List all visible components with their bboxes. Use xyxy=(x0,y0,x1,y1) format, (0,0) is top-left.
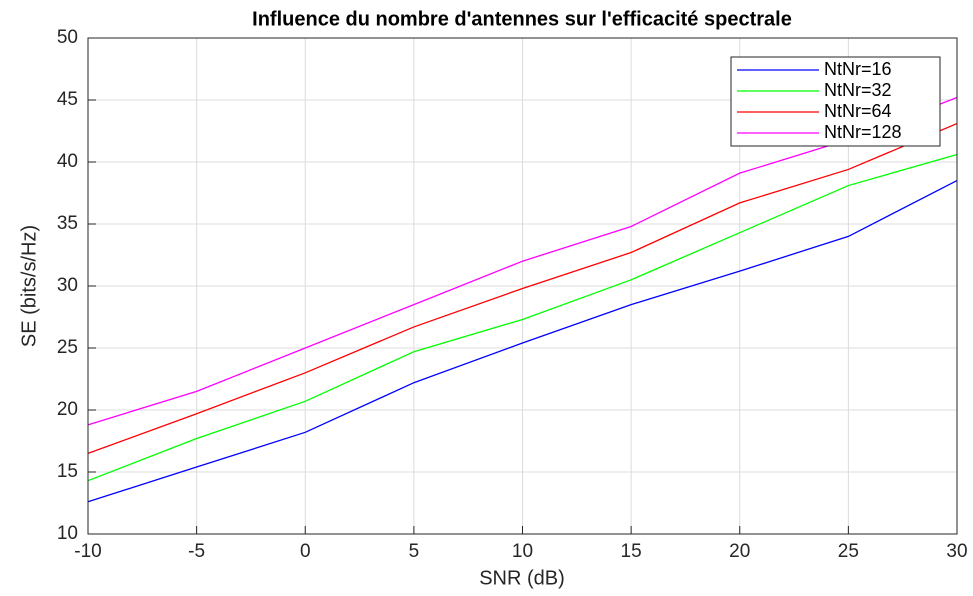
legend-label: NtNr=16 xyxy=(824,59,892,79)
x-tick-label: 25 xyxy=(838,541,859,562)
y-tick-label: 10 xyxy=(57,523,78,544)
y-tick-label: 15 xyxy=(57,461,78,482)
x-axis-label: SNR (dB) xyxy=(479,567,565,589)
y-tick-label: 50 xyxy=(57,27,78,48)
y-tick-label: 45 xyxy=(57,89,78,110)
y-axis-label: SE (bits/s/Hz) xyxy=(18,225,40,347)
series-line xyxy=(87,96,958,426)
chart-title: Influence du nombre d'antennes sur l'eff… xyxy=(252,8,792,30)
y-tick-label: 40 xyxy=(57,151,78,172)
y-tick-label: 30 xyxy=(57,275,78,296)
series-line xyxy=(87,122,958,455)
plot-border xyxy=(87,37,958,535)
y-tick-label: 25 xyxy=(57,337,78,358)
legend-box xyxy=(730,56,941,147)
series-line xyxy=(87,153,958,482)
y-tick-label: 20 xyxy=(57,399,78,420)
x-tick-label: -5 xyxy=(188,541,205,562)
x-tick-label: 15 xyxy=(621,541,642,562)
legend-label: NtNr=64 xyxy=(824,101,892,121)
x-tick-label: 10 xyxy=(512,541,533,562)
x-tick-label: 5 xyxy=(409,541,420,562)
x-tick-label: 30 xyxy=(946,541,967,562)
x-tick-label: -10 xyxy=(74,541,101,562)
x-tick-label: 20 xyxy=(729,541,750,562)
y-tick-label: 35 xyxy=(57,213,78,234)
x-tick-label: 0 xyxy=(300,541,311,562)
legend-label: NtNr=32 xyxy=(824,80,892,100)
legend-label: NtNr=128 xyxy=(824,122,902,142)
series-line xyxy=(87,180,958,503)
